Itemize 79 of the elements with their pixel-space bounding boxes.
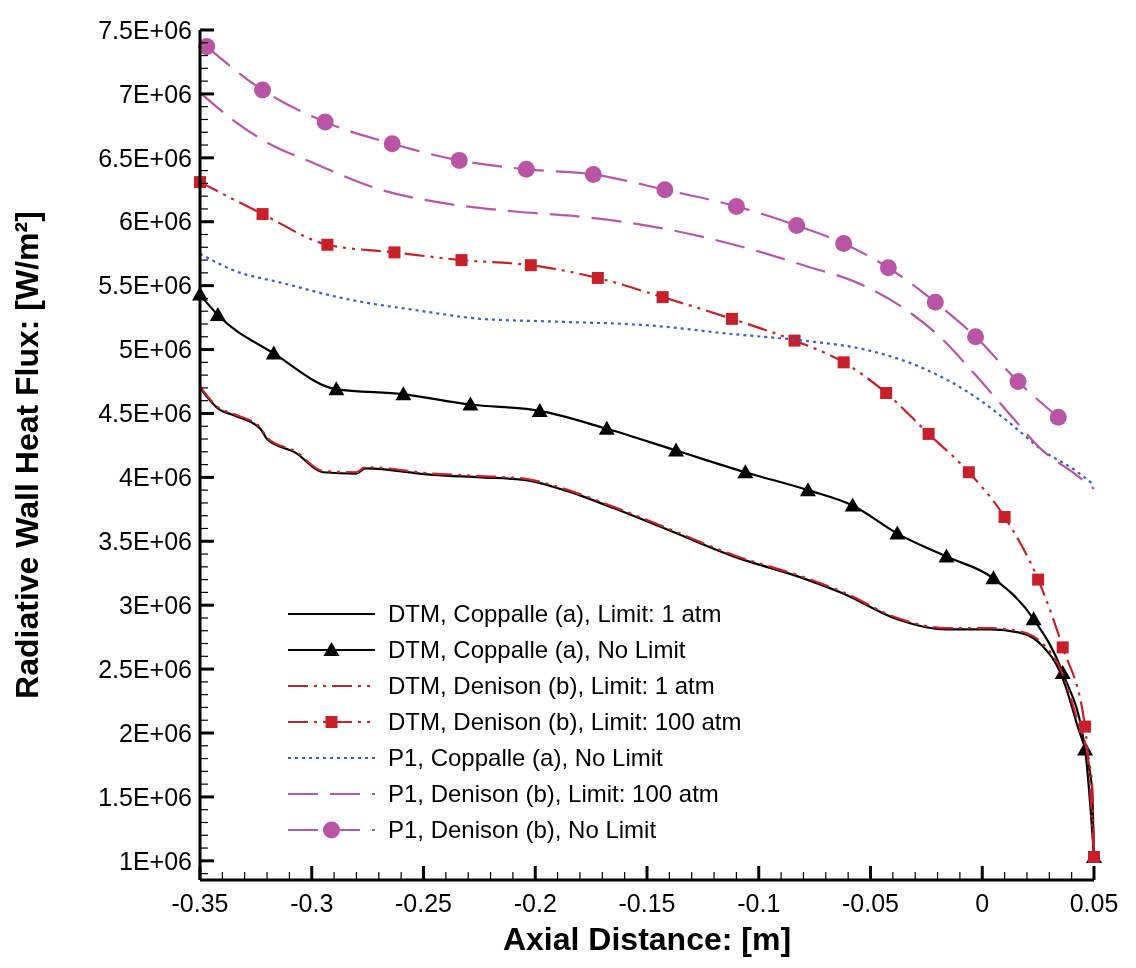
point	[254, 81, 272, 99]
point	[256, 208, 269, 221]
point	[962, 466, 975, 479]
point	[1032, 573, 1045, 586]
point	[998, 510, 1011, 523]
x-tick-label: -0.35	[171, 889, 229, 917]
point	[737, 464, 754, 479]
point	[383, 135, 401, 153]
point	[524, 259, 537, 272]
point	[668, 442, 685, 457]
point	[788, 334, 801, 347]
point	[880, 387, 893, 400]
point	[531, 402, 548, 417]
x-axis-title: Axial Distance: [m]	[502, 921, 792, 957]
point	[265, 345, 282, 360]
legend-label: DTM, Denison (b), Limit: 1 atm	[388, 672, 715, 700]
point	[209, 307, 226, 322]
y-tick-label: 4.5E+06	[98, 399, 192, 428]
x-tick-label: -0.05	[842, 889, 899, 917]
y-tick-label: 7E+06	[119, 79, 192, 108]
point	[967, 328, 985, 346]
x-tick-label: -0.15	[618, 889, 676, 917]
y-tick-label: 6.5E+06	[98, 143, 192, 172]
x-tick-label: 0.05	[1069, 889, 1119, 917]
point	[1079, 720, 1092, 733]
point	[922, 427, 935, 440]
y-tick-label: 1E+06	[119, 846, 192, 875]
point	[844, 497, 861, 512]
y-tick-label: 5.5E+06	[98, 271, 192, 300]
legend-label: DTM, Coppalle (a), No Limit	[388, 636, 686, 664]
point	[1009, 373, 1027, 390]
legend-label: P1, Denison (b), Limit: 100 atm	[388, 780, 719, 808]
point	[879, 259, 897, 277]
point	[837, 356, 850, 369]
point	[938, 548, 955, 563]
point	[328, 381, 345, 396]
point	[1025, 611, 1042, 626]
legend-label: DTM, Denison (b), Limit: 100 atm	[388, 708, 742, 736]
point	[591, 271, 604, 284]
y-tick-label: 7.5E+06	[98, 15, 192, 44]
point	[835, 234, 853, 252]
y-tick-label: 6E+06	[119, 207, 192, 236]
y-tick-label: 2E+06	[119, 718, 192, 747]
y-axis-title: Radiative Wall Heat Flux: [W/m²]	[9, 211, 45, 699]
x-tick-label: -0.25	[395, 889, 452, 917]
point	[388, 246, 401, 259]
point	[656, 291, 669, 304]
y-tick-label: 5E+06	[119, 335, 192, 364]
y-tick-label: 1.5E+06	[98, 782, 192, 811]
point	[788, 217, 806, 235]
point	[725, 312, 738, 325]
point	[1056, 641, 1069, 654]
point	[462, 396, 479, 411]
point	[455, 254, 468, 267]
point	[799, 482, 816, 497]
y-tick-label: 3.5E+06	[98, 527, 192, 556]
point	[395, 386, 412, 401]
x-tick-label: 0	[975, 889, 990, 917]
x-tick-label: -0.2	[513, 889, 557, 917]
point	[926, 293, 944, 311]
point	[889, 525, 906, 540]
point	[517, 160, 535, 178]
point	[584, 165, 602, 183]
point	[727, 197, 745, 215]
point	[316, 113, 334, 131]
x-tick-label: -0.3	[290, 889, 334, 917]
legend-label: P1, Denison (b), No Limit	[388, 816, 657, 844]
point	[450, 151, 468, 169]
legend-label: P1, Coppalle (a), No Limit	[388, 744, 664, 772]
y-tick-label: 4E+06	[119, 463, 192, 492]
point	[1049, 408, 1067, 426]
point	[985, 570, 1002, 585]
legend-label: DTM, Coppalle (a), Limit: 1 atm	[388, 600, 722, 628]
point	[321, 238, 334, 251]
point	[598, 420, 615, 435]
y-tick-label: 2.5E+06	[98, 654, 192, 683]
point	[656, 181, 674, 199]
y-tick-label: 3E+06	[119, 590, 192, 619]
x-tick-label: -0.1	[737, 889, 781, 917]
